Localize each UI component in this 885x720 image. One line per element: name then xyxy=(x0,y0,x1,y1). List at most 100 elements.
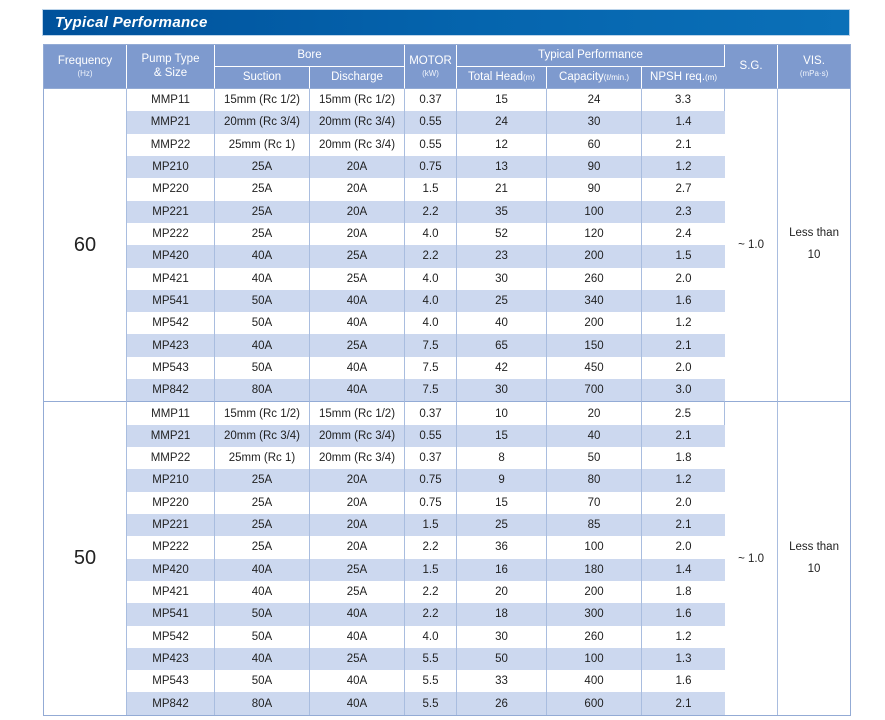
table-row: MP221 25A 20A 1.5 25 85 2.1 xyxy=(44,513,850,537)
cell-total-head: 12 xyxy=(457,133,548,156)
cell-total-head: 15 xyxy=(457,491,548,514)
cell-bore-suction: 20mm (Rc 3/4) xyxy=(215,424,310,447)
cell-capacity: 200 xyxy=(547,245,643,268)
cell-motor-kw: 7.5 xyxy=(405,356,458,380)
cell-total-head: 21 xyxy=(457,178,548,201)
cell-pump-model: MP423 xyxy=(127,334,215,357)
cell-pump-model: MP220 xyxy=(127,178,215,201)
cell-total-head: 40 xyxy=(457,312,548,335)
cell-motor-kw: 4.0 xyxy=(405,267,458,290)
table-row: MP421 40A 25A 4.0 30 260 2.0 xyxy=(44,267,850,290)
cell-bore-suction: 25A xyxy=(215,155,310,179)
cell-bore-suction: 25A xyxy=(215,469,310,492)
cell-capacity: 260 xyxy=(547,625,643,648)
cell-bore-discharge: 25A xyxy=(310,580,406,604)
cell-npsh-req: 2.0 xyxy=(642,267,726,290)
table-row: MP420 40A 25A 1.5 16 180 1.4 xyxy=(44,558,850,581)
cell-pump-model: MMP21 xyxy=(127,424,215,447)
header-motor-unit: (kW) xyxy=(422,68,439,78)
cell-motor-kw: 7.5 xyxy=(405,334,458,357)
cell-bore-suction: 50A xyxy=(215,670,310,693)
cell-bore-discharge: 20mm (Rc 3/4) xyxy=(310,111,406,134)
cell-total-head: 16 xyxy=(457,558,548,581)
cell-npsh-req: 1.2 xyxy=(642,155,726,179)
performance-table-frame: Frequency (Hz) Pump Type & Size Bore MOT… xyxy=(43,44,851,716)
cell-bore-suction: 40A xyxy=(215,267,310,290)
header-pump-type: Pump Type & Size xyxy=(127,45,215,89)
cell-bore-discharge: 40A xyxy=(310,692,406,715)
cell-motor-kw: 5.5 xyxy=(405,647,458,671)
cell-pump-model: MP222 xyxy=(127,222,215,246)
cell-npsh-req: 2.4 xyxy=(642,222,726,246)
cell-capacity: 60 xyxy=(547,133,643,156)
cell-motor-kw: 1.5 xyxy=(405,513,458,537)
cell-npsh-req: 2.1 xyxy=(642,424,726,447)
header-vis-label: VIS. xyxy=(803,55,825,68)
cell-bore-suction: 50A xyxy=(215,603,310,626)
cell-bore-discharge: 40A xyxy=(310,379,406,402)
cell-frequency: 50 xyxy=(44,401,127,715)
cell-bore-suction: 40A xyxy=(215,334,310,357)
cell-capacity: 100 xyxy=(547,536,643,559)
cell-capacity: 90 xyxy=(547,178,643,201)
cell-pump-model: MP842 xyxy=(127,692,215,715)
cell-pump-model: MP210 xyxy=(127,469,215,492)
cell-capacity: 200 xyxy=(547,312,643,335)
cell-capacity: 700 xyxy=(547,379,643,402)
cell-total-head: 36 xyxy=(457,536,548,559)
cell-npsh-req: 1.2 xyxy=(642,625,726,648)
cell-capacity: 120 xyxy=(547,222,643,246)
cell-sg: ~ 1.0 xyxy=(725,401,779,715)
cell-sg: ~ 1.0 xyxy=(725,89,779,402)
cell-motor-kw: 0.75 xyxy=(405,155,458,179)
cell-motor-kw: 2.2 xyxy=(405,245,458,268)
table-row: MP220 25A 20A 0.75 15 70 2.0 xyxy=(44,491,850,514)
header-bore: Bore xyxy=(215,45,406,67)
table-row: MP423 40A 25A 5.5 50 100 1.3 xyxy=(44,647,850,671)
cell-capacity: 100 xyxy=(547,200,643,223)
cell-capacity: 20 xyxy=(547,401,643,425)
cell-vis: Less than 10 xyxy=(778,89,851,402)
header-motor-label: MOTOR xyxy=(409,55,452,68)
cell-npsh-req: 2.0 xyxy=(642,356,726,380)
cell-total-head: 50 xyxy=(457,647,548,671)
cell-capacity: 100 xyxy=(547,647,643,671)
cell-motor-kw: 0.55 xyxy=(405,111,458,134)
cell-total-head: 13 xyxy=(457,155,548,179)
cell-bore-discharge: 20A xyxy=(310,155,406,179)
cell-total-head: 15 xyxy=(457,89,548,112)
cell-motor-kw: 5.5 xyxy=(405,670,458,693)
cell-capacity: 40 xyxy=(547,424,643,447)
cell-bore-suction: 40A xyxy=(215,580,310,604)
table-row: MP420 40A 25A 2.2 23 200 1.5 xyxy=(44,245,850,268)
cell-pump-model: MP421 xyxy=(127,580,215,604)
cell-pump-model: MP541 xyxy=(127,289,215,313)
cell-bore-suction: 25mm (Rc 1) xyxy=(215,447,310,470)
cell-bore-discharge: 20A xyxy=(310,469,406,492)
cell-capacity: 85 xyxy=(547,513,643,537)
table-row: MP221 25A 20A 2.2 35 100 2.3 xyxy=(44,200,850,223)
table-row: MP220 25A 20A 1.5 21 90 2.7 xyxy=(44,178,850,201)
cell-bore-discharge: 25A xyxy=(310,558,406,581)
cell-npsh-req: 1.2 xyxy=(642,469,726,492)
cell-motor-kw: 0.75 xyxy=(405,469,458,492)
cell-npsh-req: 2.5 xyxy=(642,401,726,425)
cell-bore-discharge: 25A xyxy=(310,647,406,671)
cell-npsh-req: 2.1 xyxy=(642,133,726,156)
cell-npsh-req: 2.1 xyxy=(642,513,726,537)
cell-pump-model: MP221 xyxy=(127,513,215,537)
page-title: Typical Performance xyxy=(55,14,208,31)
cell-npsh-req: 3.3 xyxy=(642,89,726,112)
cell-pump-model: MP543 xyxy=(127,356,215,380)
table-row: MMP21 20mm (Rc 3/4) 20mm (Rc 3/4) 0.55 24 30 1… xyxy=(44,111,850,134)
cell-motor-kw: 0.75 xyxy=(405,491,458,514)
cell-npsh-req: 1.5 xyxy=(642,245,726,268)
table-row: MMP22 25mm (Rc 1) 20mm (Rc 3/4) 0.55 12 60 2.1 xyxy=(44,133,850,156)
cell-bore-suction: 40A xyxy=(215,245,310,268)
cell-npsh-req: 1.6 xyxy=(642,670,726,693)
header-sg: S.G. xyxy=(725,45,779,89)
cell-npsh-req: 1.3 xyxy=(642,647,726,671)
cell-capacity: 180 xyxy=(547,558,643,581)
cell-npsh-req: 2.0 xyxy=(642,536,726,559)
